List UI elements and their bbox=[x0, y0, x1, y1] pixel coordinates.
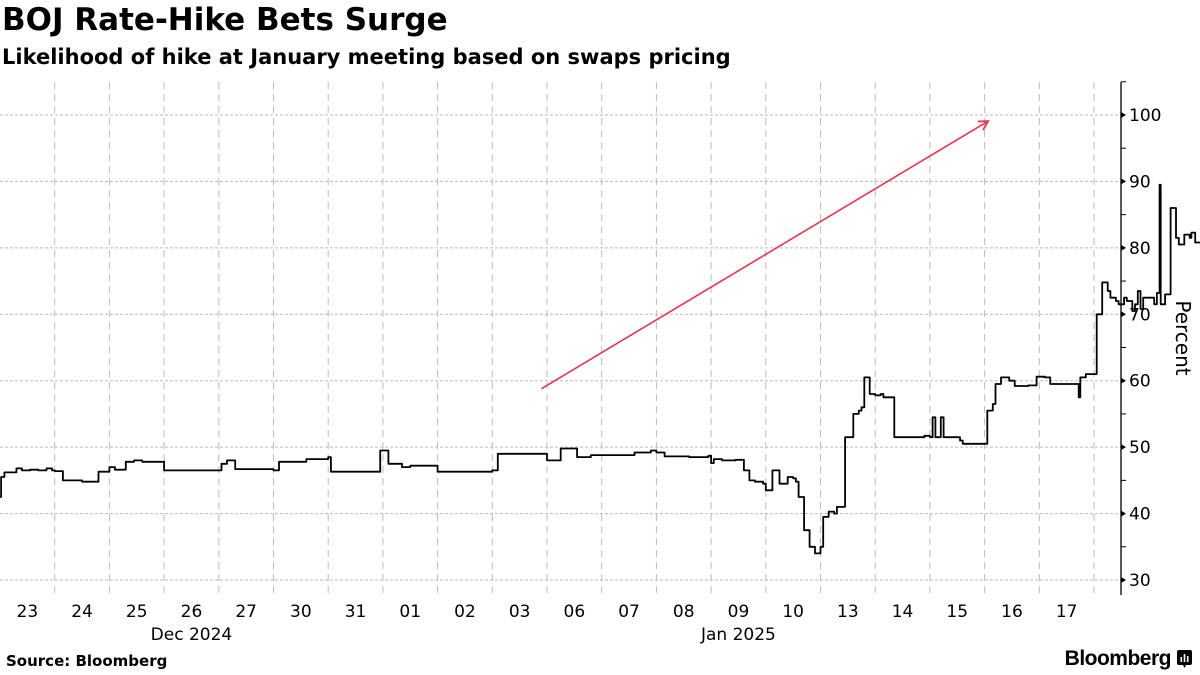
trend-arrow-annotation bbox=[541, 120, 990, 390]
x-tick-label: 26 bbox=[181, 602, 203, 622]
vertical-gridlines bbox=[54, 82, 1095, 595]
x-tick-label: 30 bbox=[290, 602, 312, 622]
x-tick-label: 24 bbox=[71, 602, 93, 622]
x-tick-label: 23 bbox=[17, 602, 39, 622]
x-tick-label: 14 bbox=[892, 602, 914, 622]
y-tick-label: 40 bbox=[1129, 505, 1151, 525]
y-axis-title: Percent bbox=[1171, 300, 1195, 375]
x-tick-label: 01 bbox=[399, 602, 421, 622]
y-major-tick bbox=[1121, 311, 1126, 318]
x-tick-label: 07 bbox=[618, 602, 640, 622]
bloomberg-logo: Bloomberg bbox=[1065, 647, 1192, 671]
x-group-label: Jan 2025 bbox=[700, 625, 776, 645]
x-tick-label: 16 bbox=[1001, 602, 1023, 622]
y-tick-label: 30 bbox=[1129, 571, 1151, 591]
x-group-label: Dec 2024 bbox=[151, 625, 233, 645]
y-major-tick bbox=[1121, 377, 1126, 384]
bloomberg-chart-icon bbox=[1177, 650, 1192, 668]
x-tick-label: 02 bbox=[454, 602, 476, 622]
brand-name: Bloomberg bbox=[1064, 647, 1172, 670]
y-tick-label: 80 bbox=[1129, 239, 1151, 259]
y-tick-label: 50 bbox=[1129, 438, 1151, 458]
x-tick-label: 27 bbox=[235, 602, 257, 622]
source-note: Source: Bloomberg bbox=[6, 652, 168, 670]
chart-subtitle: Likelihood of hike at January meeting ba… bbox=[2, 45, 731, 69]
chart-title: BOJ Rate-Hike Bets Surge bbox=[2, 2, 448, 38]
y-major-tick bbox=[1121, 244, 1126, 251]
x-tick-label: 09 bbox=[728, 602, 750, 622]
x-tick-label: 06 bbox=[564, 602, 586, 622]
x-tick-label: 03 bbox=[509, 602, 531, 622]
y-major-tick bbox=[1121, 510, 1126, 517]
y-tick-label: 90 bbox=[1129, 172, 1151, 192]
x-tick-label: 15 bbox=[946, 602, 968, 622]
x-tick-label: 17 bbox=[1056, 602, 1078, 622]
horizontal-gridlines bbox=[0, 114, 1121, 581]
x-tick-label: 08 bbox=[673, 602, 695, 622]
y-tick-label: 100 bbox=[1129, 106, 1161, 126]
y-major-tick bbox=[1121, 178, 1126, 185]
x-tick-label: 31 bbox=[345, 602, 367, 622]
series-line-likelihood bbox=[0, 183, 1200, 555]
y-tick-label: 60 bbox=[1129, 372, 1151, 392]
x-axis-group-labels: Dec 2024 Jan 2025 bbox=[151, 625, 776, 645]
x-tick-label: 25 bbox=[126, 602, 148, 622]
x-axis-labels: 23 24 25 26 27 30 31 01 02 03 06 07 08 09 10 13 14 15 16 17 bbox=[17, 602, 1078, 622]
y-major-tick bbox=[1121, 112, 1126, 118]
x-tick-label: 10 bbox=[782, 602, 804, 622]
x-tick-label: 13 bbox=[837, 602, 859, 622]
y-major-tick bbox=[1121, 577, 1126, 583]
y-major-tick bbox=[1121, 444, 1126, 451]
